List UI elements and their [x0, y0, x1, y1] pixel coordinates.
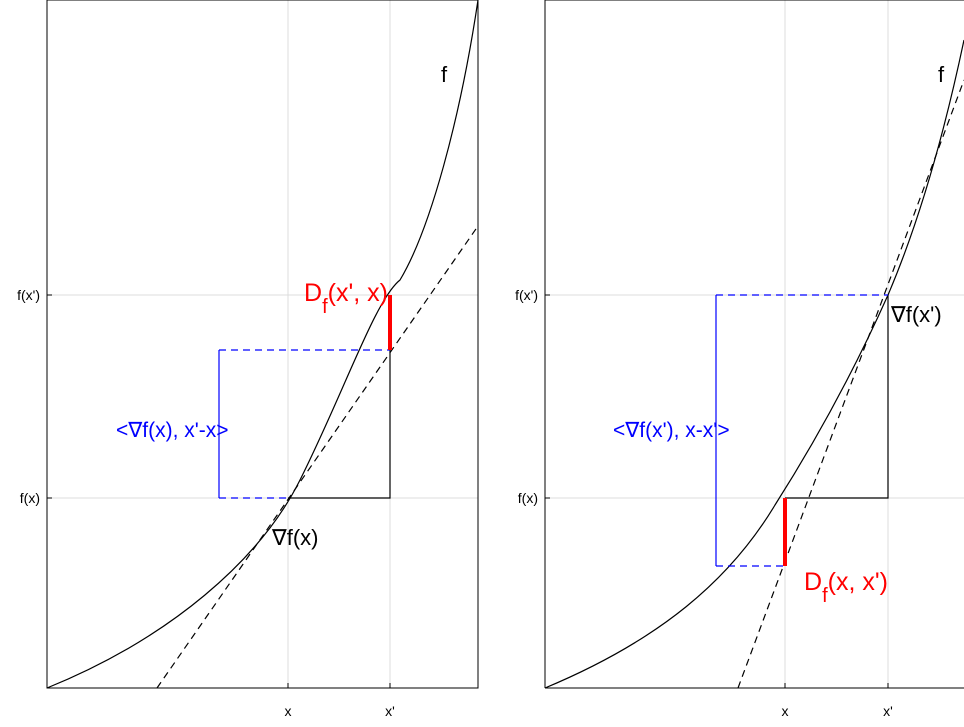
left-inner-product-label: <∇f(x), x'-x> [116, 419, 229, 442]
left-curve-label: f [441, 62, 448, 87]
right-triangle-legs [785, 295, 889, 499]
left-divergence-args: (x', x) [328, 279, 388, 307]
right-divergence-args: (x, x') [828, 568, 888, 596]
left-axes-box [46, 0, 479, 689]
right-xtick-x: x [782, 703, 789, 719]
right-gradient-label: ∇f(x') [890, 302, 942, 327]
left-gradient-label: ∇f(x) [271, 525, 318, 550]
right-divergence-label: Df(x, x') [804, 568, 888, 607]
right-panel: f ∇f(x') <∇f(x'), x-x'> Df(x, x') x x' f… [515, 0, 964, 719]
left-divergence-label: Df(x', x) [304, 279, 388, 318]
left-panel: f ∇f(x) <∇f(x), x'-x> Df(x', x) x x' f(x… [17, 0, 479, 719]
right-axes-box [544, 0, 964, 689]
right-tangent-line [737, 79, 964, 689]
left-tick-marks [47, 294, 391, 688]
left-tangent-line [156, 225, 479, 689]
left-curve-f [46, 0, 479, 689]
right-inner-product-box [715, 294, 888, 567]
left-ytick-fxprime: f(x') [17, 287, 40, 303]
right-tick-marks [545, 294, 889, 688]
left-grid [47, 0, 478, 688]
right-grid [545, 0, 964, 688]
left-xtick-xprime: x' [385, 703, 395, 719]
right-curve-f [544, 39, 964, 689]
right-xtick-xprime: x' [883, 703, 893, 719]
right-ytick-fxprime: f(x') [515, 287, 538, 303]
right-curve-label: f [938, 62, 945, 87]
right-inner-product-label: <∇f(x'), x-x'> [613, 419, 730, 442]
right-divergence-main: D [804, 568, 822, 596]
left-inner-product-box [218, 349, 390, 499]
left-ytick-fx: f(x) [20, 490, 40, 506]
left-divergence-main: D [304, 279, 322, 307]
right-divergence-sub: f [822, 585, 828, 607]
left-xtick-x: x [285, 703, 292, 719]
right-ytick-fx: f(x) [518, 490, 538, 506]
left-divergence-sub: f [322, 296, 328, 318]
left-triangle-legs [288, 350, 391, 499]
